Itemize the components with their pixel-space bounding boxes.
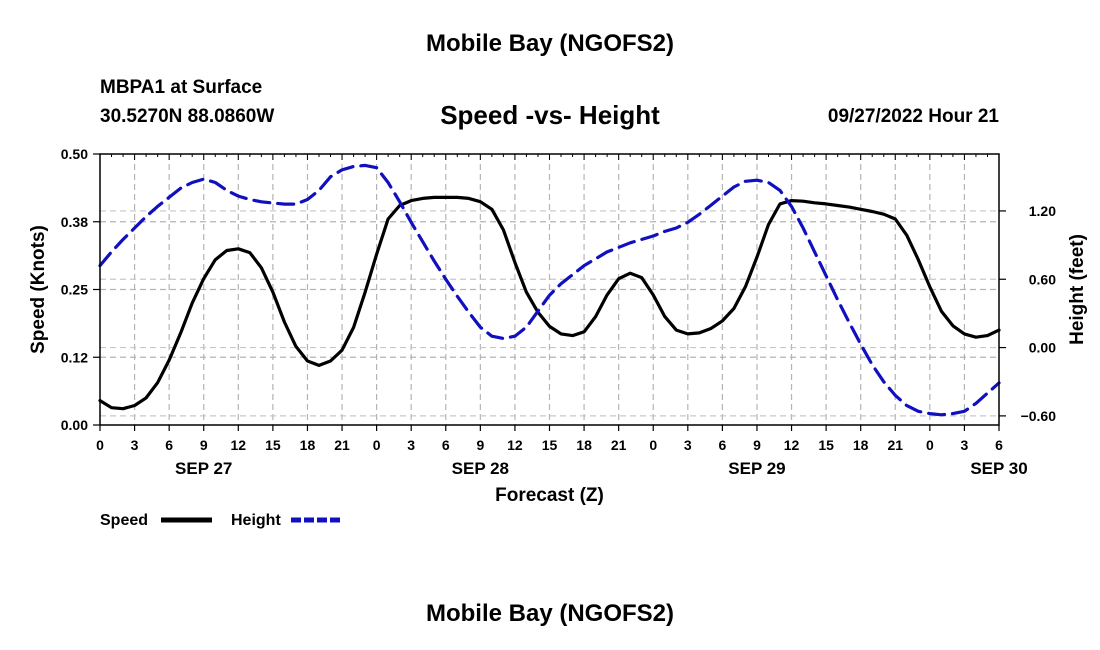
x-tick-label: 3 <box>131 437 139 453</box>
x-axis-ticks: 0 3 6 9 12 15 18 21 0 3 6 9 12 15 18 21 0 3 6 9 12 15 18 21 0 3 6S… <box>96 425 1028 478</box>
x-tick-label: 0 <box>96 437 104 453</box>
x-tick-label: 12 <box>507 437 523 453</box>
top-minor-ticks <box>99 154 1000 160</box>
x-tick-label: 3 <box>961 437 969 453</box>
x-tick-label: 6 <box>165 437 173 453</box>
forecast-time: 09/27/2022 Hour 21 <box>827 106 999 127</box>
x-tick-label: 9 <box>200 437 208 453</box>
x-tick-label: 15 <box>542 437 558 453</box>
date-label: SEP 28 <box>452 459 509 478</box>
legend-label-speed: Speed <box>100 512 148 529</box>
x-tick-label: 0 <box>926 437 934 453</box>
x-tick-label: 21 <box>334 437 350 453</box>
y-left-axis-title: Speed (Knots) <box>28 225 49 354</box>
x-tick-label: 9 <box>753 437 761 453</box>
x-tick-label: 21 <box>611 437 627 453</box>
y-right-tick-label: 1.20 <box>1029 203 1056 219</box>
legend-label-height: Height <box>231 512 281 529</box>
y-left-tick-label: 0.50 <box>61 146 88 162</box>
y-right-axis-title: Height (feet) <box>1067 234 1088 345</box>
x-tick-label: 3 <box>684 437 692 453</box>
date-label: SEP 30 <box>970 459 1027 478</box>
x-tick-label: 6 <box>442 437 450 453</box>
x-tick-label: 6 <box>995 437 1003 453</box>
y-right-tick-label: 0.60 <box>1029 271 1056 287</box>
page-title: Mobile Bay (NGOFS2) <box>425 30 675 57</box>
y-left-tick-label: 0.12 <box>61 349 88 365</box>
y-left-axis-ticks: 0.00 0.12 0.25 0.38 0.50 <box>61 146 100 433</box>
date-label: SEP 29 <box>728 459 785 478</box>
x-tick-label: 0 <box>649 437 657 453</box>
y-left-tick-label: 0.38 <box>61 214 88 230</box>
station-name: MBPA1 at Surface <box>100 77 263 98</box>
x-tick-label: 21 <box>887 437 903 453</box>
series-line-height <box>98 163 1001 417</box>
x-tick-label: 12 <box>784 437 800 453</box>
y-right-tick-label: 0.00 <box>1029 340 1056 356</box>
y-right-tick-label: −0.60 <box>1021 408 1057 424</box>
x-tick-label: 12 <box>231 437 247 453</box>
x-tick-label: 15 <box>818 437 834 453</box>
x-tick-label: 9 <box>476 437 484 453</box>
x-tick-label: 18 <box>853 437 869 453</box>
x-tick-label: 15 <box>265 437 281 453</box>
series-line-speed <box>98 195 1001 411</box>
x-axis-title: Forecast (Z) <box>495 485 604 506</box>
series-lines <box>98 163 1001 417</box>
x-tick-label: 6 <box>718 437 726 453</box>
x-tick-label: 3 <box>407 437 415 453</box>
y-left-tick-label: 0.00 <box>61 417 88 433</box>
x-tick-label: 18 <box>576 437 592 453</box>
grid-lines <box>100 154 999 425</box>
chart-title: Speed -vs- Height <box>440 100 660 130</box>
station-coordinates: 30.5270N 88.0860W <box>100 106 275 127</box>
y-left-tick-label: 0.25 <box>61 282 88 298</box>
legend: Speed Height <box>100 512 342 529</box>
bottom-page-title: Mobile Bay (NGOFS2) <box>425 600 675 627</box>
y-right-axis-ticks: −0.60 0.00 0.60 1.20 <box>999 203 1056 424</box>
x-tick-label: 0 <box>373 437 381 453</box>
x-tick-label: 18 <box>300 437 316 453</box>
date-label: SEP 27 <box>175 459 232 478</box>
